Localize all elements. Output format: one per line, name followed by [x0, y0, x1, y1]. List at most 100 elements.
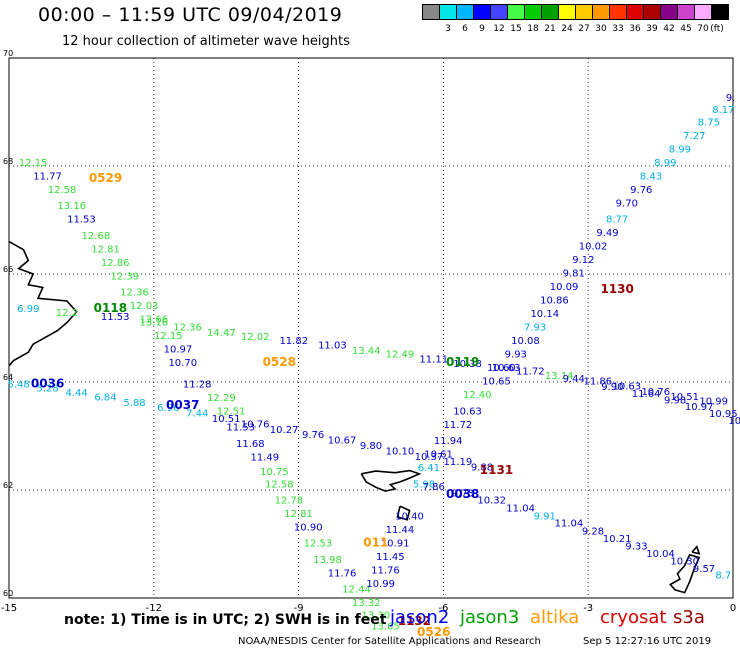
color-scale-label: 27 [578, 24, 590, 34]
wave-height-value: 7.44 [186, 409, 208, 420]
wave-height-value: 12.40 [463, 390, 492, 401]
legend-cryosat-label: cryosat [600, 607, 667, 628]
pass-time-label: 0528 [263, 355, 296, 369]
wave-height-value: 12.53 [304, 539, 333, 550]
legend-cryosat: cryosat [600, 607, 666, 628]
color-scale-label: 12 [493, 24, 505, 34]
wave-height-value: 9.88 [471, 463, 493, 474]
color-scale-unit: (ft) [710, 24, 724, 34]
wave-height-value: 10.65 [482, 377, 511, 388]
wave-height-value: 9.91 [534, 512, 556, 523]
wave-height-value: 9.70 [616, 199, 638, 210]
legend-s3a: s3a [673, 607, 705, 628]
color-scale-label: 6 [462, 24, 468, 34]
wave-height-value: 10.32 [477, 496, 506, 507]
wave-height-value: 11.76 [328, 568, 357, 579]
wave-height-value: 12.15 [154, 331, 183, 342]
wave-height-value: 8.17 [712, 105, 734, 116]
wave-height-value: 10.67 [328, 436, 357, 447]
wave-height-value: 7.86 [423, 482, 445, 493]
color-scale-label: 36 [629, 24, 641, 34]
generated-timestamp: Sep 5 12:27:16 UTC 2019 [583, 636, 712, 647]
wave-height-value: 10.51 [212, 414, 241, 425]
wave-height-value: 10.30 [670, 557, 699, 568]
wave-height-value: 13.14 [545, 371, 574, 382]
wave-height-value: 10.99 [366, 579, 395, 590]
wave-height-value: 10.10 [386, 446, 415, 457]
longitude-tick-label: -3 [583, 603, 593, 614]
wave-height-value: 6.99 [17, 304, 39, 315]
wave-height-value: 13.16 [57, 201, 86, 212]
credit-line: NOAA/NESDIS Center for Satellite Applica… [238, 636, 541, 647]
wave-height-value: 11.64 [632, 389, 661, 400]
wave-height-value: 12.02 [241, 332, 270, 343]
longitude-tick-label: -12 [146, 603, 162, 614]
wave-height-value: 9.98 [664, 396, 686, 407]
wave-height-value: 5.48 [8, 379, 30, 390]
wave-height-value: 10.75 [260, 467, 289, 478]
units-note: note: 1) Time is in UTC; 2) SWH is in fe… [64, 612, 387, 628]
wave-height-value: 10.76 [241, 419, 270, 430]
wave-height-value: 12.49 [386, 350, 415, 361]
wave-height-value: 11.76 [371, 566, 400, 577]
wave-height-value: 8.75 [698, 118, 720, 129]
pass-time-label: 0036 [31, 376, 64, 390]
wave-height-value: 11.45 [376, 552, 405, 563]
wave-height-value: 10.63 [492, 363, 521, 374]
wave-height-value: 12.29 [207, 393, 236, 404]
wave-height-value: 11.72 [516, 366, 545, 377]
coastline-shetland [669, 553, 701, 594]
longitude-tick-label: -15 [1, 603, 17, 614]
color-scale-label: 15 [510, 24, 522, 34]
pass-time-label: 011 [363, 536, 388, 550]
wave-height-value: 11.94 [434, 436, 463, 447]
wave-height-value: 12.51 [217, 406, 246, 417]
latitude-tick-label: 64 [3, 373, 13, 382]
wave-height-value: 9.90 [601, 382, 623, 393]
wave-height-value: 11.04 [555, 519, 584, 530]
wave-height-value: 13.30 [362, 611, 391, 622]
wave-height-value: 11.11 [419, 355, 448, 366]
wave-height-value: 12.2 [56, 308, 78, 319]
wave-height-value: 11.53 [226, 423, 255, 434]
legend-s3a-label: s3a [673, 607, 705, 628]
latitude-tick-label: 70 [3, 49, 13, 58]
wave-height-value: 11.53 [67, 215, 96, 226]
pass-time-label: 0037 [166, 398, 199, 412]
wave-height-value: 10.97 [685, 402, 714, 413]
pass-time-label: 1132 [398, 614, 431, 628]
wave-height-value: 13.16 [139, 317, 168, 328]
color-scale-label: 18 [527, 24, 539, 34]
wave-height-value: 12.44 [342, 585, 371, 596]
wave-height-value: 14.47 [207, 328, 236, 339]
wave-height-value: 11.86 [584, 377, 613, 388]
wave-height-value: 9. [726, 93, 736, 104]
legend-jason3: jason3 [460, 607, 519, 628]
wave-height-value: 12.81 [284, 509, 313, 520]
wave-height-value: 12.36 [173, 323, 202, 334]
map-frame [8, 57, 734, 599]
wave-height-value: 9.28 [582, 526, 604, 537]
wave-height-value: 12.58 [48, 185, 77, 196]
wave-height-value: 7.93 [524, 323, 546, 334]
wave-height-value: 11.04 [506, 504, 535, 515]
wave-height-value: 10.60 [487, 363, 516, 374]
longitude-tick-label: -6 [438, 603, 448, 614]
wave-height-value: 9.93 [505, 350, 527, 361]
wave-height-value: 10.40 [395, 512, 424, 523]
wave-height-value: 10.76 [641, 387, 670, 398]
latitude-tick-label: 60 [3, 589, 13, 598]
wave-height-value: 9.49 [596, 228, 618, 239]
wave-height-value: 10.97 [164, 344, 193, 355]
pass-time-label: 0038 [446, 487, 479, 501]
legend-jason3-label: jason3 [460, 607, 520, 628]
wave-height-value: 8.99 [654, 158, 676, 169]
wave-height-value: 10.90 [728, 416, 740, 427]
wave-height-value: 9.76 [630, 185, 652, 196]
wave-height-value: 5.98 [413, 479, 435, 490]
wave-height-value: 9.33 [625, 541, 647, 552]
color-scale-label: 42 [663, 24, 675, 34]
wave-height-value: 9.80 [360, 441, 382, 452]
color-scale-label: 45 [680, 24, 692, 34]
